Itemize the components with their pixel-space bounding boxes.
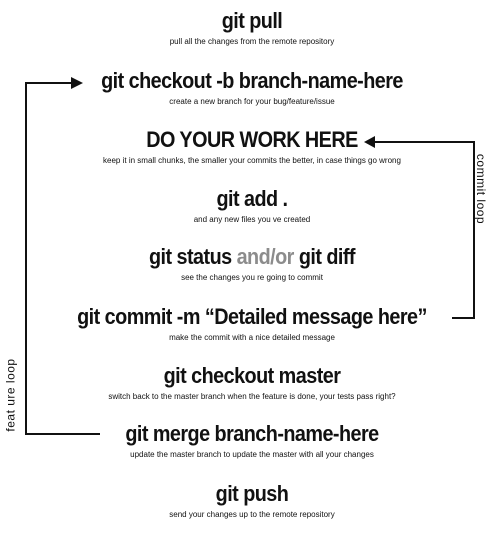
step-description: and any new files you ve created: [193, 215, 311, 224]
step-git-merge: git merge branch-name-here update the ma…: [0, 421, 504, 460]
step-command: git commit -m “Detailed message here”: [77, 304, 427, 329]
step-git-add: git add . and any new files you ve creat…: [0, 186, 504, 225]
step-git-commit: git commit -m “Detailed message here” ma…: [0, 304, 504, 343]
feature-loop-line: [25, 82, 100, 435]
step-description: update the master branch to update the m…: [130, 450, 374, 459]
step-command: git add .: [216, 186, 288, 211]
step-command: git push: [215, 481, 289, 506]
step-description: pull all the changes from the remote rep…: [169, 37, 335, 46]
step-command: git checkout master: [163, 363, 341, 388]
cmd-diff: git diff: [298, 244, 356, 269]
step-description: switch back to the master branch when th…: [108, 392, 396, 401]
step-command: git checkout -b branch-name-here: [101, 68, 403, 93]
cmd-status: git status: [149, 244, 232, 269]
step-description: make the commit with a nice detailed mes…: [169, 333, 335, 342]
step-git-checkout-b: git checkout -b branch-name-here create …: [0, 68, 504, 107]
step-git-push: git push send your changes up to the rem…: [0, 481, 504, 520]
commit-loop-line: [372, 141, 475, 319]
commit-loop-arrowhead: [364, 136, 375, 148]
step-git-status: git status and/or git diff see the chang…: [0, 244, 504, 283]
step-description: send your changes up to the remote repos…: [169, 510, 335, 519]
step-command: git pull: [221, 8, 283, 33]
step-command: DO YOUR WORK HERE: [146, 127, 358, 152]
cmd-and-or: and/or: [236, 244, 295, 269]
step-do-your-work: DO YOUR WORK HERE keep it in small chunk…: [0, 127, 504, 166]
step-command: git status and/or git diff: [25, 244, 479, 270]
step-git-pull: git pull pull all the changes from the r…: [0, 8, 504, 47]
feature-loop-arrowhead: [71, 77, 83, 89]
step-description: see the changes you re going to commit: [181, 273, 323, 282]
step-description: create a new branch for your bug/feature…: [169, 97, 335, 106]
step-description: keep it in small chunks, the smaller you…: [103, 156, 401, 165]
step-command: git merge branch-name-here: [125, 421, 379, 446]
step-git-checkout-master: git checkout master switch back to the m…: [0, 363, 504, 402]
